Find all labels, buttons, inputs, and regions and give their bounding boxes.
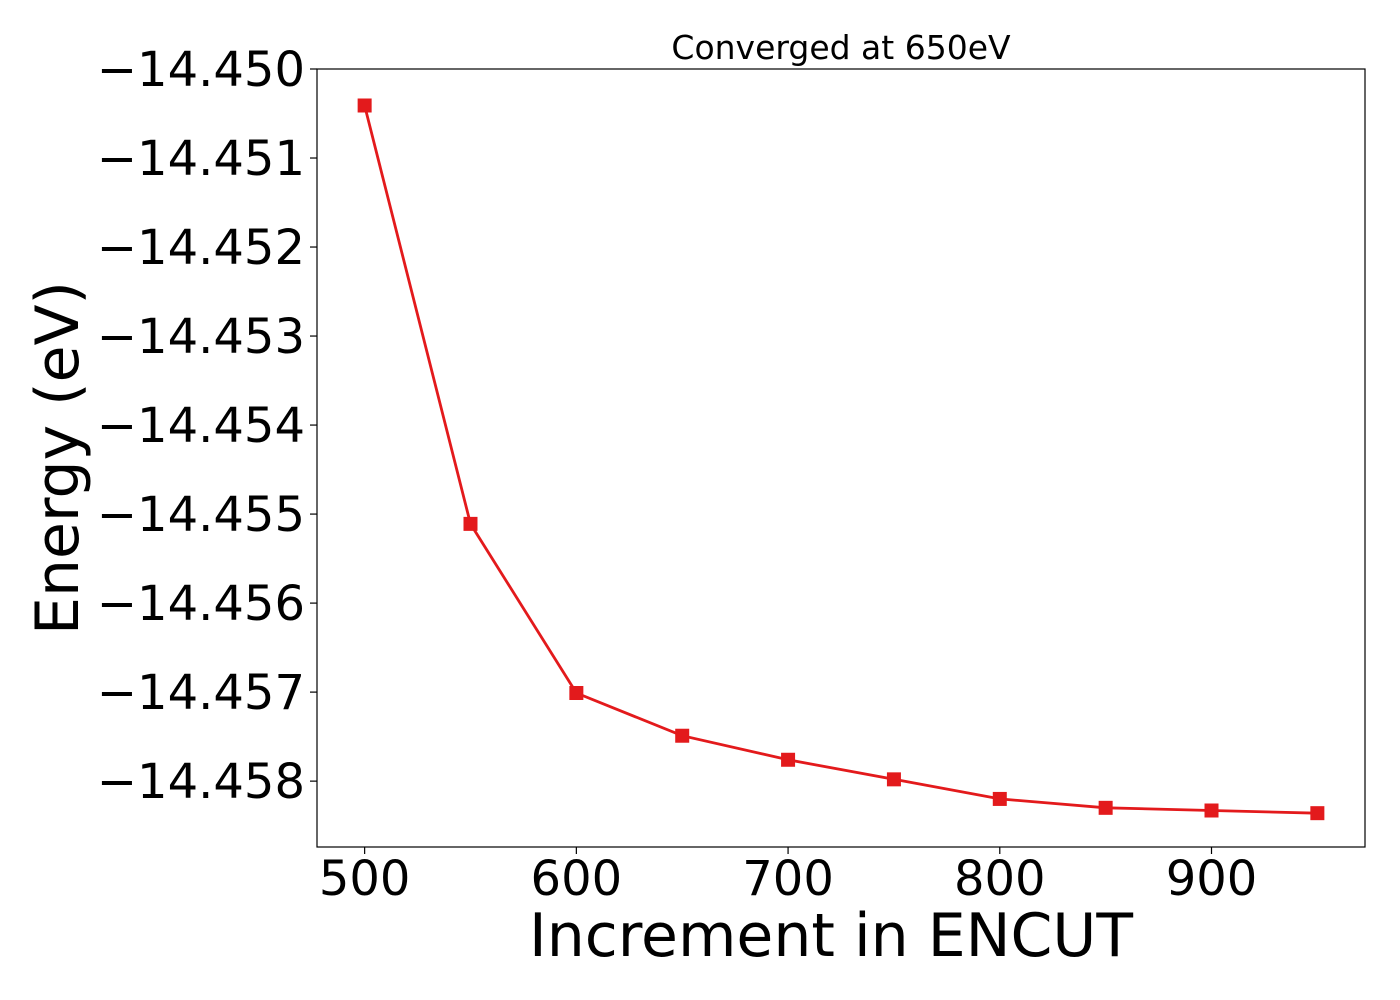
data-point-marker [463, 516, 478, 531]
data-point-marker [675, 728, 690, 743]
x-tick-label: 500 [319, 851, 411, 907]
energy-series-line [363, 105, 1318, 815]
x-tick-label: 700 [742, 851, 834, 907]
y-axis-ticks: −14.450 −14.451 −14.452 −14.453 −14.454 −14.4… [97, 42, 317, 810]
y-tick-label: −14.453 [97, 309, 305, 365]
data-point-marker [886, 772, 901, 787]
y-tick-label: −14.457 [97, 665, 305, 721]
y-tick-label: −14.451 [97, 131, 305, 187]
y-tick-label: −14.450 [97, 42, 305, 98]
chart-title: Converged at 650eV [671, 28, 1011, 67]
data-point-marker [992, 791, 1007, 806]
y-tick-label: −14.454 [97, 398, 305, 454]
data-point-marker [1204, 803, 1219, 818]
x-axis-label: Increment in ENCUT [529, 901, 1133, 971]
y-tick-label: −14.456 [97, 576, 305, 632]
x-tick-label: 600 [531, 851, 623, 907]
y-tick-label: −14.455 [97, 487, 305, 543]
energy-series-markers [357, 98, 1325, 821]
plot-frame [316, 68, 1366, 848]
data-point-marker [1310, 806, 1325, 821]
y-axis-label: Energy (eV) [23, 281, 93, 635]
x-tick-label: 900 [1166, 851, 1258, 907]
y-tick-label: −14.458 [97, 754, 305, 810]
x-axis-ticks: 500 600 700 800 900 [319, 847, 1257, 907]
data-point-marker [569, 686, 584, 701]
data-point-marker [781, 752, 796, 767]
data-point-marker [357, 98, 372, 113]
y-tick-label: −14.452 [97, 220, 305, 276]
data-point-marker [1098, 800, 1113, 815]
x-tick-label: 800 [954, 851, 1046, 907]
